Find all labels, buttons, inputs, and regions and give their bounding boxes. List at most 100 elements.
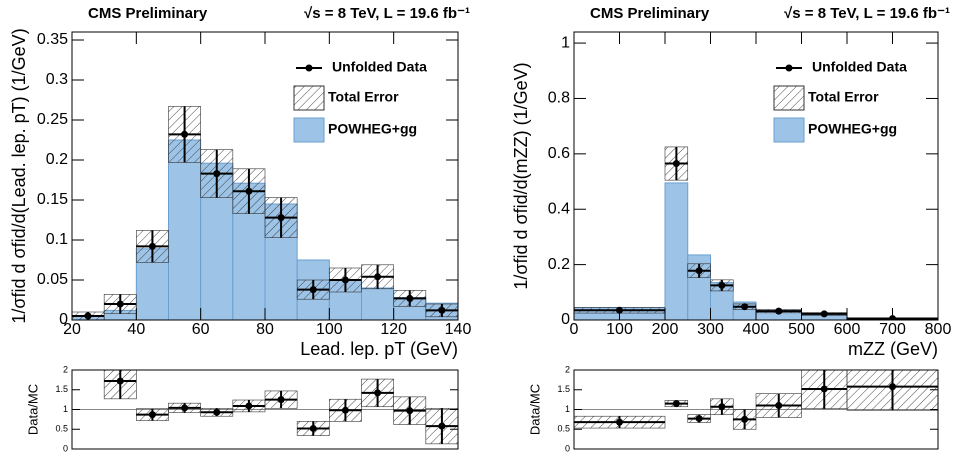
data-point (116, 377, 124, 385)
data-point (775, 402, 783, 410)
legend-label: Unfolded Data (332, 59, 427, 75)
y-tick-label: 0.35 (37, 31, 68, 48)
x-tick-label: 800 (925, 321, 952, 338)
legend-label: Total Error (328, 89, 399, 105)
data-point (406, 407, 414, 415)
mc-bar (664, 182, 689, 320)
y-tick-label: 0.2 (548, 256, 570, 273)
x-tick-label: 100 (606, 321, 633, 338)
legend-swatch (773, 117, 805, 143)
data-point (181, 404, 189, 412)
data-point (213, 408, 221, 416)
data-point (406, 294, 414, 302)
x-tick-label: 20 (63, 321, 81, 338)
plot-area (72, 106, 458, 320)
data-point (116, 300, 124, 308)
data-point (341, 406, 349, 414)
data-point (374, 389, 382, 397)
data-point (741, 303, 749, 311)
data-point (245, 187, 253, 195)
experiment-label: CMS Preliminary (88, 5, 208, 22)
y-tick-label: 0.5 (55, 424, 68, 434)
legend-marker (785, 64, 793, 72)
data-point (438, 422, 446, 430)
data-point (718, 281, 726, 289)
y-tick-label: 0 (59, 311, 68, 328)
data-point (718, 403, 726, 411)
energy-label: √s = 8 TeV, L = 19.6 fb⁻¹ (784, 5, 950, 22)
x-tick-label: 120 (380, 321, 407, 338)
x-tick-label: 60 (192, 321, 210, 338)
data-point (181, 130, 189, 138)
y-tick-label: 1 (561, 34, 570, 51)
y-tick-label: 0.8 (548, 90, 570, 107)
x-axis-label: Lead. lep. pT (GeV) (300, 339, 458, 359)
data-point (277, 214, 285, 222)
data-point (438, 306, 446, 314)
y-tick-label: 0.6 (548, 145, 570, 162)
data-point (820, 310, 828, 318)
data-point (672, 400, 680, 408)
legend-label: POWHEG+gg (328, 121, 417, 137)
energy-label: √s = 8 TeV, L = 19.6 fb⁻¹ (304, 5, 470, 22)
data-point (213, 170, 221, 178)
y-tick-label: 1.5 (557, 384, 570, 394)
x-tick-label: 700 (879, 321, 906, 338)
axes-frame (573, 31, 939, 321)
data-point (616, 418, 623, 426)
y-axis-label: Data/MC (25, 384, 40, 435)
data-point (775, 307, 783, 315)
y-tick-label: 0 (565, 443, 570, 453)
data-point (309, 286, 317, 294)
data-point (148, 242, 156, 250)
x-tick-label: 140 (445, 321, 472, 338)
legend-label: Unfolded Data (812, 59, 907, 75)
x-tick-label: 80 (256, 321, 274, 338)
y-tick-label: 1 (63, 404, 68, 414)
y-tick-label: 0.3 (46, 71, 68, 88)
y-axis-label: 1/σfid d σfid/d(Lead. lep. pT) (1/GeV) (9, 28, 29, 323)
x-tick-label: 0 (570, 321, 579, 338)
y-tick-label: 2 (63, 364, 68, 374)
legend-label: Total Error (808, 89, 879, 105)
data-point (820, 385, 828, 393)
data-point (277, 396, 285, 404)
x-tick-label: 600 (834, 321, 861, 338)
x-tick-label: 100 (316, 321, 343, 338)
data-point (148, 411, 156, 419)
legend-swatch (773, 85, 805, 111)
x-tick-label: 500 (788, 321, 815, 338)
plot-area (574, 370, 938, 430)
experiment-label: CMS Preliminary (590, 5, 710, 22)
x-tick-label: 300 (697, 321, 724, 338)
axes-frame (71, 369, 459, 450)
y-tick-label: 1.5 (55, 384, 68, 394)
data-point (341, 276, 349, 284)
y-tick-label: 1 (565, 404, 570, 414)
x-tick-label: 40 (127, 321, 145, 338)
data-point (374, 273, 382, 281)
axes-frame (71, 31, 459, 321)
y-axis-label: 1/σfid d σfid/d(mZZ) (1/GeV) (511, 62, 531, 289)
legend-swatch (293, 117, 325, 143)
y-tick-label: 0 (561, 311, 570, 328)
legend-marker (305, 64, 313, 72)
y-tick-label: 0.1 (46, 231, 68, 248)
y-axis-label: Data/MC (527, 384, 542, 435)
data-point (672, 160, 680, 168)
y-tick-label: 0.05 (37, 271, 68, 288)
y-tick-label: 2 (565, 364, 570, 374)
plot-area (574, 146, 938, 320)
data-point (741, 415, 749, 423)
legend-label: POWHEG+gg (808, 121, 897, 137)
data-point (889, 383, 896, 391)
axes-frame (573, 369, 939, 450)
data-point (84, 312, 92, 320)
y-tick-label: 0.25 (37, 111, 68, 128)
data-point (695, 267, 703, 275)
data-point (695, 415, 703, 423)
x-tick-label: 400 (743, 321, 770, 338)
y-tick-label: 0.2 (46, 151, 68, 168)
y-tick-label: 0.15 (37, 191, 68, 208)
